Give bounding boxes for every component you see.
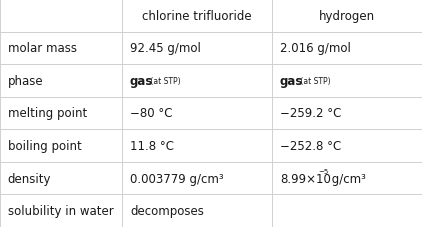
Text: melting point: melting point — [8, 107, 87, 120]
Text: 8.99×10: 8.99×10 — [280, 172, 331, 185]
Text: 0.003779 g/cm³: 0.003779 g/cm³ — [130, 172, 224, 185]
Text: solubility in water: solubility in water — [8, 204, 114, 217]
Text: hydrogen: hydrogen — [319, 10, 375, 23]
Text: (at STP): (at STP) — [298, 76, 330, 86]
Text: 92.45 g/mol: 92.45 g/mol — [130, 42, 201, 55]
Text: molar mass: molar mass — [8, 42, 77, 55]
Text: 2.016 g/mol: 2.016 g/mol — [280, 42, 351, 55]
Text: chlorine trifluoride: chlorine trifluoride — [143, 10, 252, 23]
Text: boiling point: boiling point — [8, 139, 81, 152]
Text: −252.8 °C: −252.8 °C — [280, 139, 341, 152]
Text: −80 °C: −80 °C — [130, 107, 173, 120]
Text: gas: gas — [280, 75, 303, 88]
Text: (at STP): (at STP) — [148, 76, 180, 86]
Text: 11.8 °C: 11.8 °C — [130, 139, 174, 152]
Text: gas: gas — [130, 75, 153, 88]
Text: density: density — [8, 172, 51, 185]
Text: decomposes: decomposes — [130, 204, 204, 217]
Text: phase: phase — [8, 75, 43, 88]
Text: −5: −5 — [319, 168, 329, 174]
Text: −259.2 °C: −259.2 °C — [280, 107, 341, 120]
Text: g/cm³: g/cm³ — [328, 172, 366, 185]
